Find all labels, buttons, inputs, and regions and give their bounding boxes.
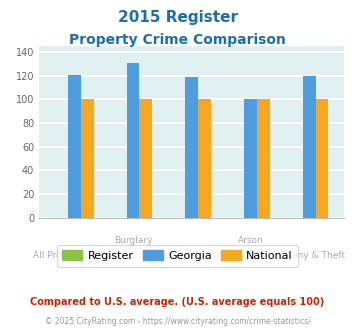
Text: Compared to U.S. average. (U.S. average equals 100): Compared to U.S. average. (U.S. average … [31,297,324,307]
Text: Property Crime Comparison: Property Crime Comparison [69,33,286,47]
Text: Arson: Arson [237,236,263,245]
Text: Larceny & Theft: Larceny & Theft [273,251,345,260]
Bar [140,99,152,218]
Bar [316,99,328,218]
Text: All Property Crime: All Property Crime [33,251,115,260]
Bar [126,63,140,218]
Text: © 2025 CityRating.com - https://www.cityrating.com/crime-statistics/: © 2025 CityRating.com - https://www.city… [45,317,310,326]
Bar [81,99,94,218]
Bar [68,75,81,218]
Bar [244,99,257,218]
Text: 2015 Register: 2015 Register [118,10,237,25]
Bar [185,77,198,218]
Bar [257,99,270,218]
Bar [303,76,316,218]
Text: Burglary: Burglary [114,236,152,245]
Legend: Register, Georgia, National: Register, Georgia, National [56,245,299,267]
Text: Motor Vehicle Theft: Motor Vehicle Theft [148,251,236,260]
Bar [198,99,211,218]
